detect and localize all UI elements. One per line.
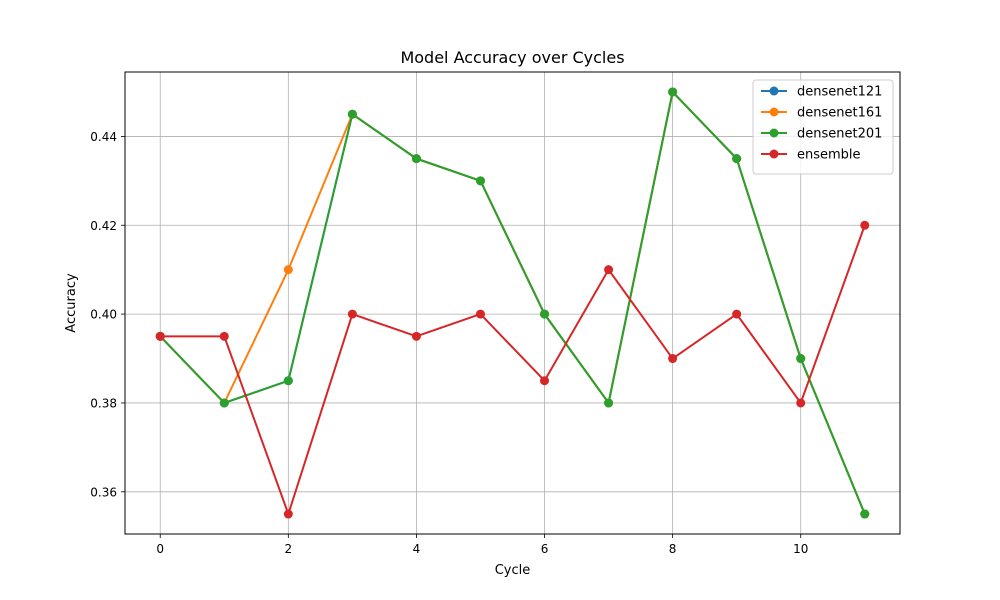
data-point bbox=[796, 398, 806, 408]
data-point bbox=[347, 309, 357, 319]
legend-item: ensemble bbox=[761, 148, 861, 163]
legend-marker bbox=[769, 107, 779, 117]
data-point bbox=[796, 354, 806, 364]
data-point bbox=[283, 509, 293, 519]
legend-label: densenet161 bbox=[797, 106, 882, 121]
data-point bbox=[219, 331, 229, 341]
data-point bbox=[860, 220, 870, 230]
data-point bbox=[860, 509, 870, 519]
data-point bbox=[540, 376, 550, 386]
chart-title: Model Accuracy over Cycles bbox=[400, 48, 624, 67]
legend-marker bbox=[769, 86, 779, 96]
series-line bbox=[160, 224, 866, 516]
data-point bbox=[604, 265, 614, 275]
legend-box bbox=[752, 79, 894, 175]
axis-ticks: 0 2 4 6 8 10 0.36 0.38 0.40 0.42 0.44 bbox=[90, 130, 808, 556]
data-point bbox=[411, 154, 421, 164]
legend: densenet121 densenet161 densenet201 ensembl… bbox=[752, 79, 894, 175]
series-layer bbox=[155, 87, 870, 519]
x-tick-label: 0 bbox=[156, 542, 164, 556]
y-tick-label: 0.44 bbox=[90, 130, 117, 144]
legend-label: densenet201 bbox=[797, 127, 882, 142]
legend-item: densenet121 bbox=[761, 85, 882, 100]
data-point bbox=[219, 398, 229, 408]
data-point bbox=[411, 331, 421, 341]
x-tick-label: 4 bbox=[413, 542, 421, 556]
y-tick-label: 0.38 bbox=[90, 396, 117, 410]
legend-item: densenet201 bbox=[761, 127, 882, 142]
data-point bbox=[668, 87, 678, 97]
data-point bbox=[475, 309, 485, 319]
y-tick-label: 0.40 bbox=[90, 308, 117, 322]
series-ensemble bbox=[155, 220, 870, 519]
y-tick-label: 0.42 bbox=[90, 219, 117, 233]
data-point bbox=[283, 265, 293, 275]
x-tick-label: 2 bbox=[285, 542, 293, 556]
series-densenet201 bbox=[155, 87, 870, 519]
data-point bbox=[732, 309, 742, 319]
x-tick-label: 6 bbox=[541, 542, 549, 556]
series-line bbox=[159, 90, 866, 515]
legend-marker bbox=[769, 149, 779, 159]
legend-label: ensemble bbox=[797, 148, 861, 163]
legend-marker bbox=[769, 128, 779, 138]
data-point bbox=[475, 176, 485, 186]
data-point bbox=[347, 109, 357, 119]
data-point bbox=[732, 154, 742, 164]
plot-frame bbox=[124, 71, 901, 535]
data-point bbox=[668, 354, 678, 364]
data-point bbox=[283, 376, 293, 386]
y-axis-label: Accuracy bbox=[64, 273, 79, 333]
x-tick-label: 8 bbox=[669, 542, 677, 556]
y-tick-label: 0.36 bbox=[90, 485, 117, 499]
data-point bbox=[155, 331, 165, 341]
legend-item: densenet161 bbox=[761, 106, 882, 121]
x-axis-label: Cycle bbox=[495, 563, 531, 578]
legend-label: densenet121 bbox=[797, 85, 882, 100]
x-tick-label: 10 bbox=[793, 542, 808, 556]
data-point bbox=[540, 309, 550, 319]
data-point bbox=[604, 398, 614, 408]
